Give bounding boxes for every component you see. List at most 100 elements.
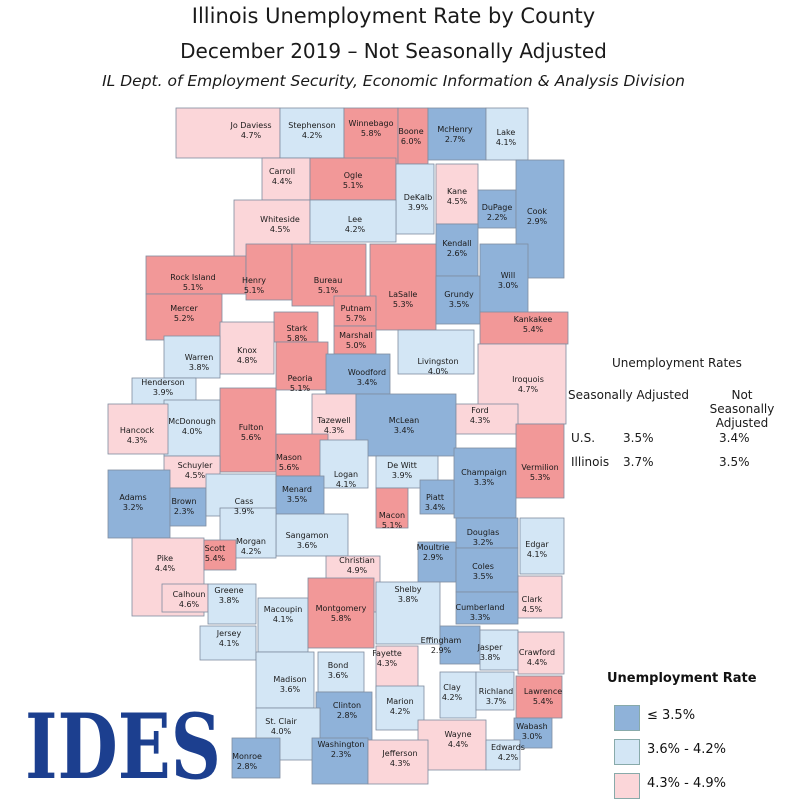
county-rate-macon: 5.1% [382, 521, 403, 530]
county-name-bond: Bond [328, 661, 349, 670]
legend-label-high: 4.3% - 4.9% [647, 776, 727, 791]
county-name-cass: Cass [235, 497, 254, 506]
county-name-lasalle: LaSalle [389, 290, 418, 299]
county-rate-knox: 4.8% [237, 356, 258, 365]
legend-label-mid: 3.6% - 4.2% [647, 742, 727, 757]
county-rate-vermilion: 5.3% [530, 473, 551, 482]
county-rate-cook: 2.9% [527, 217, 548, 226]
county-name-peoria: Peoria [288, 374, 313, 383]
county-name-macon: Macon [379, 511, 405, 520]
county-calhoun [161, 583, 209, 613]
county-name-effingham: Effingham [421, 636, 462, 645]
county-name-macoupin: Macoupin [264, 605, 303, 614]
county-madison [255, 651, 315, 709]
county-shelby [375, 581, 441, 645]
county-rate-henderson: 3.9% [153, 388, 174, 397]
county-rate-putnam: 5.7% [346, 314, 367, 323]
county-rate-fayette: 4.3% [377, 659, 398, 668]
county-ford [455, 403, 519, 435]
county-rate-morgan: 4.2% [241, 547, 262, 556]
county-champaign [453, 447, 517, 519]
county-name-douglas: Douglas [467, 528, 500, 537]
county-rate-wabash: 3.0% [522, 732, 543, 741]
county-rate-greene: 3.8% [219, 596, 240, 605]
county-clinton [315, 691, 373, 741]
county-washington [311, 737, 369, 785]
county-name-lawrence: Lawrence [524, 687, 562, 696]
county-name-ogle: Ogle [344, 171, 363, 180]
county-rate-kane: 4.5% [447, 197, 468, 206]
county-jefferson [367, 739, 429, 785]
county-rate-marshall: 5.0% [346, 341, 367, 350]
county-rate-iroquois: 4.7% [518, 385, 539, 394]
county-greene [207, 583, 257, 625]
county-kankakee [479, 311, 569, 345]
county-douglas [455, 517, 519, 549]
county-kane [435, 163, 479, 225]
county-name-winnebago: Winnebago [349, 119, 394, 128]
county-rate-ford: 4.3% [470, 416, 491, 425]
county-macon [375, 487, 409, 529]
county-name-kendall: Kendall [442, 239, 471, 248]
county-scott [203, 539, 237, 571]
county-bond [317, 651, 365, 693]
county-will [479, 243, 529, 321]
county-brown [169, 487, 207, 527]
county-name-cumberland: Cumberland [455, 603, 504, 612]
county-rate-henry: 5.1% [244, 286, 265, 295]
county-rate-bond: 3.6% [328, 671, 349, 680]
county-name-adams: Adams [119, 493, 146, 502]
county-rate-schuyler: 4.5% [185, 471, 206, 480]
county-richland [475, 671, 515, 711]
county-rate-monroe: 2.8% [237, 762, 258, 771]
county-name-woodford: Woodford [348, 368, 386, 377]
county-rate-jasper: 3.8% [480, 653, 501, 662]
county-rate-menard: 3.5% [287, 495, 308, 504]
rates-row-il-sa: 3.7% [623, 455, 654, 469]
county-rate-will: 3.0% [498, 281, 519, 290]
county-rate-jersey: 4.1% [219, 639, 240, 648]
county-stark [273, 311, 319, 343]
county-rate-rock-island: 5.1% [183, 283, 204, 292]
county-rate-douglas: 3.2% [473, 538, 494, 547]
county-rate-moultrie: 2.9% [423, 553, 444, 562]
county-name-montgomery: Montgomery [316, 604, 367, 613]
county-name-madison: Madison [273, 675, 306, 684]
county-rate-mclean: 3.4% [394, 426, 415, 435]
county-rate-bureau: 5.1% [318, 286, 339, 295]
county-name-christian: Christian [339, 556, 375, 565]
map-subtitle: December 2019 – Not Seasonally Adjusted [180, 39, 607, 63]
county-name-calhoun: Calhoun [173, 590, 206, 599]
county-rate-scott: 5.4% [205, 554, 226, 563]
county-logan [319, 439, 369, 489]
county-rate-jo-daviess: 4.7% [241, 131, 262, 140]
county-rate-sangamon: 3.6% [297, 541, 318, 550]
county-edwards [485, 739, 521, 771]
county-rate-dupage: 2.2% [487, 213, 508, 222]
county-name-jasper: Jasper [477, 643, 503, 652]
map-title: Illinois Unemployment Rate by County [191, 4, 596, 28]
county-name-mchenry: McHenry [437, 125, 473, 134]
county-rate-st-clair: 4.0% [271, 727, 292, 736]
county-name-warren: Warren [185, 353, 214, 362]
county-rate-whiteside: 4.5% [270, 225, 291, 234]
county-name-pike: Pike [157, 554, 173, 563]
county-name-bureau: Bureau [314, 276, 343, 285]
county-monroe [231, 737, 281, 779]
county-rate-champaign: 3.3% [474, 478, 495, 487]
legend-swatch-low [614, 705, 640, 731]
county-name-carroll: Carroll [269, 167, 295, 176]
county-name-moultrie: Moultrie [417, 543, 450, 552]
county-cumberland [455, 591, 519, 625]
county-rate-grundy: 3.5% [449, 300, 470, 309]
county-rate-shelby: 3.8% [398, 595, 419, 604]
county-livingston [397, 329, 475, 375]
legend-label-low: ≤ 3.5% [647, 708, 696, 723]
county-rate-jefferson: 4.3% [390, 759, 411, 768]
county-name-henry: Henry [242, 276, 266, 285]
county-name-kane: Kane [447, 187, 467, 196]
ides-logo: IDES [25, 700, 221, 784]
county-name-greene: Greene [214, 586, 243, 595]
county-name-sangamon: Sangamon [286, 531, 329, 540]
